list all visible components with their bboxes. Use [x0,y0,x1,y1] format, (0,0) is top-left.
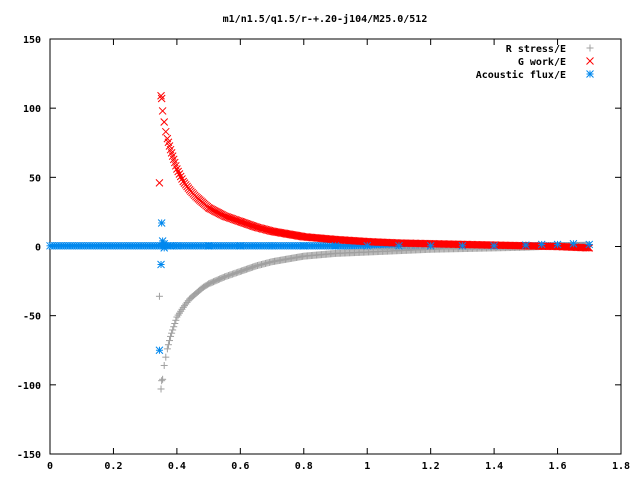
r-stress-point [155,292,163,300]
r-stress-point [160,361,168,369]
x-tick-label: 0.4 [168,461,186,472]
y-tick-label: -50 [23,312,41,323]
r-stress-point [183,298,191,306]
acoustic-flux-point [160,244,169,252]
acoustic-flux-point [204,241,213,250]
acoustic-flux-point [157,219,166,227]
acoustic-flux-point [521,241,530,249]
y-tick-label: 150 [23,35,41,46]
r-stress-point [170,323,178,331]
acoustic-flux-point [569,239,578,248]
acoustic-flux-point [458,241,467,250]
x-tick-label: 1 [364,461,370,472]
y-tick-label: 0 [35,243,41,254]
r-stress-point [189,292,197,300]
r-stress-point [158,377,166,385]
acoustic-flux-point [331,241,340,250]
acoustic-flux-point [395,241,403,250]
y-tick-label: -150 [17,450,41,461]
x-tick-label: 1.2 [422,461,440,472]
g-work-point [160,118,169,126]
legend-label-r-stress: R stress/E [506,44,566,55]
x-tick-label: 1.4 [485,461,503,472]
g-work-point [171,161,180,170]
series-1 [155,91,594,252]
r-stress-point [165,337,173,345]
g-work-point [175,170,184,178]
g-work-point [165,142,174,150]
acoustic-flux-point [585,240,594,249]
r-stress-point [169,326,177,334]
r-stress-point [196,286,204,294]
acoustic-flux-point [553,240,562,249]
r-stress-point [178,305,186,313]
r-stress-point [159,375,167,383]
g-work-point [264,226,272,235]
acoustic-flux-point [166,241,175,250]
y-tick-label: 50 [29,173,41,184]
g-work-point [219,211,228,220]
series-2 [155,219,594,355]
acoustic-flux-point [236,241,245,250]
acoustic-flux-point [155,346,164,355]
x-tick-label: 0.2 [104,461,122,472]
g-work-point [178,175,186,183]
r-stress-point [218,274,226,282]
g-work-point [158,107,167,115]
x-tick-label: 1.8 [612,461,630,472]
r-stress-point [162,353,170,361]
g-work-point [155,179,164,187]
x-tick-label: 0.8 [295,461,313,472]
g-work-point [232,216,241,225]
y-tick-label: -100 [17,381,41,392]
acoustic-flux-point [537,240,546,249]
x-tick-label: 1.6 [549,461,567,472]
acoustic-flux-point [173,241,181,250]
acoustic-flux-point [363,241,372,250]
g-work-point [157,91,165,100]
g-work-point [174,167,183,176]
x-tick-label: 0.6 [231,461,249,472]
g-work-point [248,222,257,230]
acoustic-flux-point [157,260,165,269]
r-stress-point [202,282,210,290]
acoustic-flux-point [426,241,435,250]
r-stress-point [163,345,171,353]
r-stress-point [168,329,176,337]
g-work-point [176,172,185,181]
legend-marker-acoustic-flux [586,70,594,78]
legend-label-acoustic-flux: Acoustic flux/E [476,69,566,81]
y-tick-label: 100 [23,104,41,115]
acoustic-flux-point [268,241,276,250]
legend: R stress/E G work/E Acoustic flux/E [476,44,594,81]
r-stress-point [172,316,180,324]
acoustic-flux-point [299,241,308,250]
x-tick-label: 0 [47,461,53,472]
g-work-point [168,152,177,160]
data-marks [46,91,594,393]
r-stress-point [164,341,172,349]
acoustic-flux-point [490,241,498,250]
legend-label-g-work: G work/E [518,57,566,68]
axes: 0 0.2 0.4 0.6 0.8 1 1.2 1.4 1.6 1.8 150 100 50 0 -50 -1… [17,35,630,472]
legend-marker-r-stress [586,44,594,52]
g-work-point [157,94,166,103]
g-work-point [453,240,462,249]
g-work-point [161,127,170,136]
r-stress-point [171,320,179,328]
legend-marker-g-work [586,57,594,65]
chart-title: m1/n1.5/q1.5/r-+.20-j104/M25.0/512 [223,13,428,25]
r-stress-point [157,385,165,393]
series-0 [155,241,593,393]
r-stress-point [167,332,175,340]
